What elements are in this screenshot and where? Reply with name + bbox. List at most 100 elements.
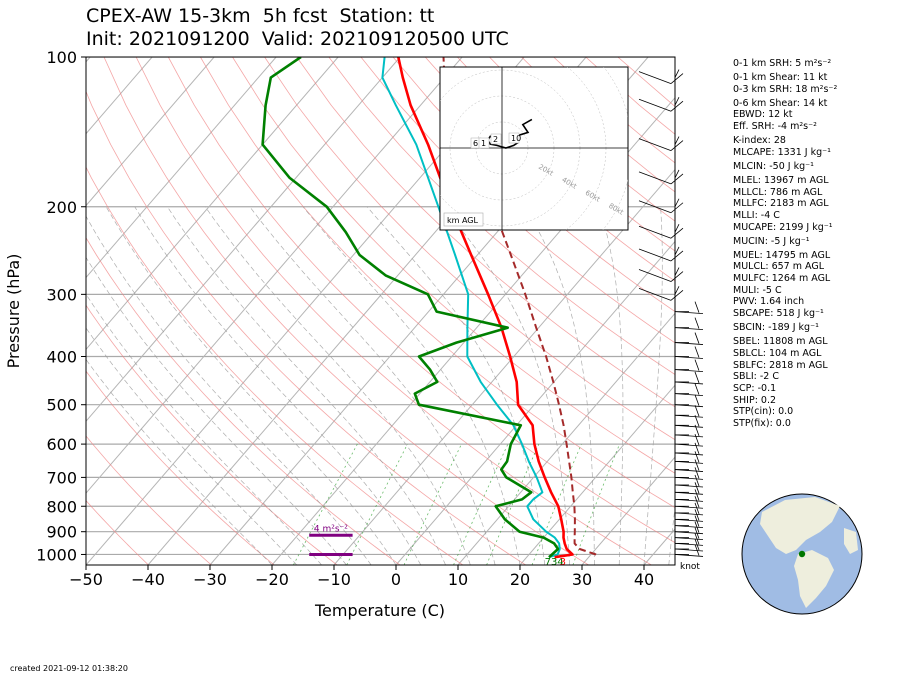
index-line: 0-3 km SRH: 18 m²s⁻² (733, 83, 838, 95)
wind-barb (674, 467, 704, 480)
moist-adiabat-line (366, 206, 546, 565)
wind-barb-flag (694, 538, 700, 551)
moist-adiabat-line (598, 206, 624, 565)
wind-barb-flag (694, 509, 700, 521)
wind-barb (674, 533, 704, 546)
dry-adiabat-line (296, 57, 675, 408)
dry-adiabat-line (86, 237, 401, 565)
dry-adiabat-line (86, 435, 212, 565)
mixing-ratio-line (403, 443, 462, 565)
isotherm-line (581, 456, 675, 565)
mixing-ratio-line (531, 443, 582, 565)
hodograph-height-label: 2 (493, 135, 498, 144)
index-line: MLEL: 13967 m AGL (733, 174, 829, 186)
wind-barb (674, 509, 704, 522)
created-timestamp: created 2021-09-12 01:38:20 (10, 664, 128, 673)
wind-barb (638, 198, 684, 214)
wind-barb-flag (694, 301, 700, 313)
x-tick-label: −40 (131, 570, 165, 589)
wind-barb-flag (670, 271, 684, 282)
wind-barb-shaft (674, 136, 680, 145)
wind-barb-shaft (674, 542, 704, 546)
moist-adiabat-line (249, 206, 496, 565)
wind-barb-shaft (674, 286, 680, 295)
index-line: 0-1 km Shear: 11 kt (733, 72, 828, 83)
wind-barb-shaft (674, 327, 704, 331)
isotherm-line (457, 312, 675, 565)
index-line: MLCIN: -50 J kg⁻¹ (733, 160, 814, 172)
wind-barb-flag (694, 482, 700, 494)
dry-adiabat-line (360, 57, 675, 344)
index-line: STP(fix): 0.0 (733, 418, 791, 429)
wind-barb-shaft (674, 548, 704, 552)
wind-barb-shaft (638, 71, 672, 84)
wind-barb-shaft (674, 356, 704, 359)
x-tick-label: 10 (448, 570, 468, 589)
wind-barb-flag (694, 433, 700, 446)
wind-barb (674, 515, 704, 529)
y-tick-label: 100 (46, 48, 77, 67)
moist-adiabat-line (86, 215, 372, 565)
x-tick-label: −10 (317, 570, 351, 589)
wind-barb (674, 359, 704, 372)
wind-barb-flag (670, 227, 684, 239)
wind-barb (674, 527, 704, 541)
wind-barb (674, 474, 704, 488)
wind-barb-flag (694, 467, 700, 479)
wind-barb-shaft (674, 491, 704, 495)
index-line: EBWD: 12 kt (733, 109, 793, 121)
wind-barb-shaft (674, 531, 704, 535)
moist-adiabat-line (523, 206, 595, 565)
moist-adiabat-line (442, 206, 570, 565)
wind-barb-shaft (638, 225, 672, 239)
wind-barb-flag (694, 371, 700, 384)
index-line: MUEL: 14795 m AGL (733, 249, 831, 261)
wind-barb-shaft (638, 138, 672, 151)
moist-adiabat-line (86, 256, 347, 565)
y-tick-label: 700 (46, 468, 77, 487)
moist-adiabat-line (643, 206, 663, 565)
wind-barb-shaft (674, 198, 680, 207)
dry-adiabat-line (86, 304, 338, 565)
wind-barb-flag (670, 73, 684, 84)
wind-barb (674, 538, 704, 552)
wind-barb (674, 496, 704, 509)
isotherm-line (86, 57, 463, 494)
hodograph-height-box (478, 137, 490, 149)
dry-adiabat-line (328, 57, 675, 375)
wind-barb-shaft (674, 393, 704, 397)
wind-barb (674, 346, 704, 359)
north-america-shape (760, 497, 840, 554)
wind-barb-shaft (674, 424, 704, 428)
wind-barb-flag (694, 544, 700, 556)
wind-barb-shaft (674, 369, 704, 372)
wind-barb (674, 521, 704, 535)
wind-barb-flag (694, 502, 700, 515)
index-line: MUCIN: -5 J kg⁻¹ (733, 235, 810, 247)
wind-barb (638, 169, 684, 185)
chart-title: CPEX-AW 15-3km 5h fcst Station: tt (86, 5, 435, 27)
dry-adiabat-line (86, 370, 275, 565)
isotherm-line (395, 240, 675, 565)
hodograph-trace (486, 118, 533, 149)
africa-edge-shape (844, 528, 858, 554)
dry-adiabat-line (167, 57, 675, 544)
plot-frame (85, 56, 676, 566)
mixing-ratio-line (293, 443, 358, 565)
wind-barb-flag (694, 451, 700, 463)
index-line: MLLCL: 786 m AGL (733, 186, 823, 198)
wind-barb (638, 224, 684, 239)
wind-barb-flag (670, 202, 684, 214)
wind-barb-shaft (638, 248, 672, 262)
wind-barb-shaft (674, 381, 704, 385)
wind-barb-flag (670, 250, 684, 262)
index-line: MUCAPE: 2199 J kg⁻¹ (733, 221, 833, 233)
wind-barb-shaft (674, 537, 704, 541)
wind-barb-flag (670, 173, 684, 185)
x-tick-label: −50 (69, 570, 103, 589)
wind-barb (638, 286, 684, 301)
x-tick-label: −20 (255, 570, 289, 589)
srh-label: 4 m²s⁻² (314, 524, 348, 534)
